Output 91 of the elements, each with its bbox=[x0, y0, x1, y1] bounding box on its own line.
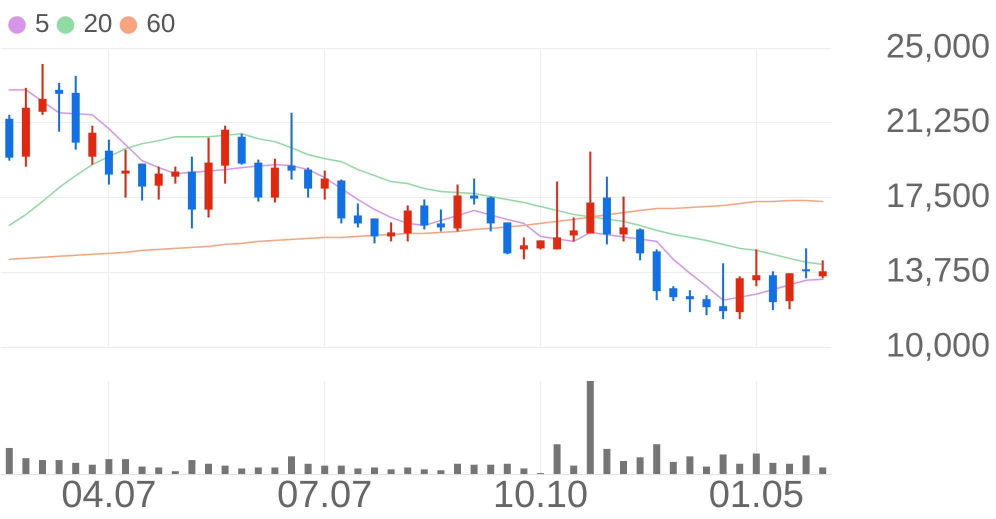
candlestick bbox=[154, 166, 163, 200]
candlestick bbox=[304, 166, 312, 198]
candlestick bbox=[553, 180, 562, 250]
candlestick bbox=[818, 259, 827, 280]
candlestick bbox=[138, 162, 146, 202]
candlestick bbox=[470, 178, 478, 206]
candlestick bbox=[404, 204, 412, 242]
candlestick bbox=[320, 170, 329, 200]
bar bbox=[6, 448, 13, 474]
legend-label: 60 bbox=[146, 8, 176, 38]
x-tick-label: 04.07 bbox=[61, 474, 156, 516]
bar bbox=[56, 460, 63, 474]
candlestick bbox=[669, 285, 678, 302]
candlestick bbox=[171, 166, 180, 185]
y-tick-label: 25,000 bbox=[886, 27, 990, 66]
bar bbox=[620, 460, 627, 474]
bar bbox=[670, 462, 677, 474]
candlestick bbox=[752, 248, 760, 288]
bar bbox=[122, 459, 129, 474]
candlestick bbox=[686, 289, 694, 314]
bar bbox=[554, 444, 561, 474]
bar bbox=[222, 466, 229, 474]
bar bbox=[39, 460, 46, 474]
bar bbox=[736, 464, 744, 474]
bar bbox=[254, 467, 262, 474]
candlestick bbox=[387, 221, 396, 242]
bar bbox=[786, 464, 793, 474]
bar bbox=[420, 469, 428, 474]
bar bbox=[205, 464, 212, 474]
candlestick bbox=[620, 196, 628, 242]
bar bbox=[72, 462, 80, 474]
bar bbox=[720, 454, 727, 474]
bar bbox=[88, 464, 96, 474]
bar bbox=[570, 466, 578, 474]
candlestick bbox=[88, 124, 96, 166]
bar bbox=[321, 466, 328, 474]
candlestick bbox=[702, 294, 710, 316]
y-tick-label: 13,750 bbox=[886, 252, 990, 290]
bar bbox=[288, 456, 295, 474]
bar bbox=[271, 467, 278, 474]
bar bbox=[504, 464, 511, 474]
bar bbox=[105, 459, 112, 474]
candlestick bbox=[420, 198, 428, 230]
candlestick bbox=[288, 112, 296, 181]
x-tick-label: 10.10 bbox=[492, 474, 588, 516]
candlestick bbox=[570, 216, 578, 242]
legend-label: 5 bbox=[35, 8, 50, 38]
x-tick-label: 07.07 bbox=[277, 474, 372, 516]
bar bbox=[769, 462, 776, 474]
candlestick bbox=[719, 262, 728, 320]
bar bbox=[752, 454, 760, 474]
bar bbox=[354, 468, 362, 474]
bar bbox=[188, 460, 196, 474]
y-tick-label: 21,250 bbox=[886, 102, 990, 140]
bar bbox=[238, 468, 246, 474]
bar bbox=[22, 458, 30, 474]
y-tick-label: 17,500 bbox=[886, 176, 990, 215]
bar bbox=[437, 470, 444, 474]
bar bbox=[388, 469, 395, 474]
bar bbox=[304, 464, 312, 474]
bar bbox=[586, 381, 594, 474]
bar bbox=[703, 466, 710, 474]
bar bbox=[454, 464, 461, 474]
bar bbox=[338, 466, 345, 474]
bar bbox=[172, 471, 179, 474]
candlestick bbox=[55, 82, 64, 133]
bar bbox=[371, 467, 378, 474]
bar bbox=[470, 464, 478, 474]
candlestick bbox=[636, 227, 644, 262]
bar bbox=[487, 464, 494, 474]
bar bbox=[802, 455, 810, 474]
candlestick bbox=[38, 62, 46, 116]
bar bbox=[653, 444, 660, 474]
bar bbox=[686, 456, 694, 474]
candlestick bbox=[354, 202, 362, 228]
bar bbox=[636, 457, 644, 474]
bar bbox=[819, 467, 826, 474]
candlestick bbox=[370, 217, 378, 244]
bar bbox=[603, 448, 610, 474]
y-tick-label: 10,000 bbox=[886, 326, 990, 364]
candlestick bbox=[122, 148, 130, 198]
x-tick-label: 01.05 bbox=[708, 474, 804, 516]
bar bbox=[404, 467, 412, 474]
bar bbox=[138, 466, 146, 474]
bar bbox=[155, 467, 162, 474]
candlestick bbox=[520, 236, 528, 260]
candlestick bbox=[436, 208, 445, 232]
candlestick bbox=[802, 247, 810, 280]
candlestick bbox=[104, 138, 113, 186]
bar bbox=[520, 468, 528, 474]
legend-label: 20 bbox=[83, 8, 112, 38]
